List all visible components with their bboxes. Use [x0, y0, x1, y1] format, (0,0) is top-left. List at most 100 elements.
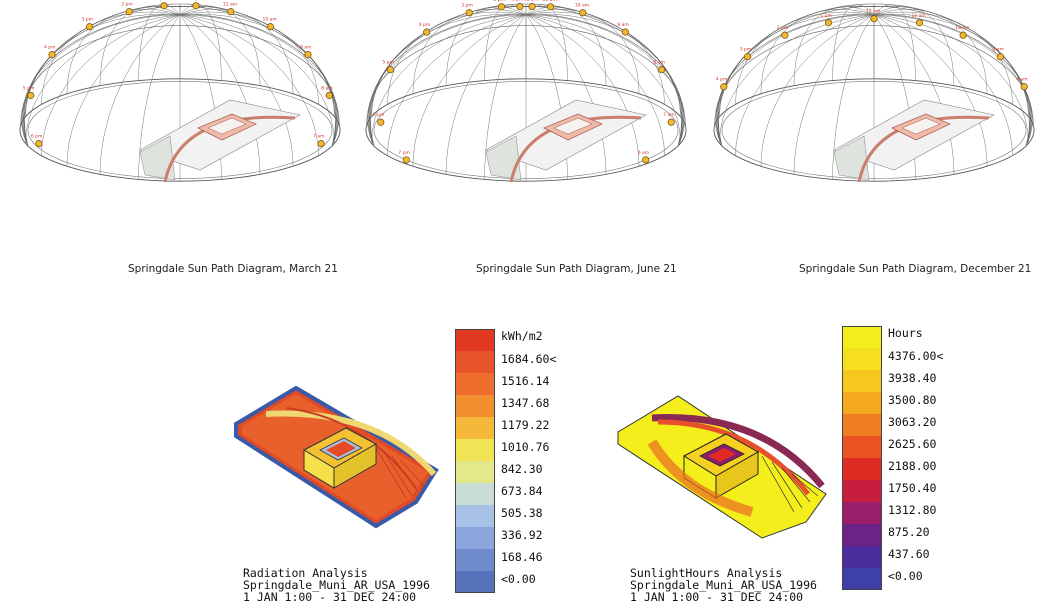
- sun-position-marker: [402, 156, 410, 164]
- radiation-legend: kWh/m2 1684.60< 1516.14 1347.68 1179.22 1010.…: [455, 329, 585, 593]
- radiation-legend-label: 1179.22: [501, 418, 550, 432]
- sunlight-hours-legend-label: 1750.40: [888, 481, 937, 495]
- sunpath-caption-march: Springdale Sun Path Diagram, March 21: [128, 263, 338, 275]
- sunlight-hours-legend-label: 4376.00<: [888, 349, 944, 363]
- day-arc: [370, 5, 682, 146]
- radiation-legend-label: 505.38: [501, 506, 543, 520]
- hour-label: 5 pm: [382, 60, 394, 66]
- day-arc: [24, 5, 336, 146]
- sunlight-hours-title-line-2: Springdale_Muni_AR_USA_1996: [630, 578, 817, 592]
- sun-position-marker: [192, 2, 200, 10]
- sun-position-marker: [516, 3, 524, 11]
- sunlight-hours-legend-label: 2625.60: [888, 437, 937, 451]
- sun-position-marker: [959, 31, 967, 39]
- hour-label: 1 pm: [156, 0, 168, 2]
- sun-position-marker: [497, 3, 506, 11]
- sunpath-panel-march: 7 am 8 am 9 am 10 am 11 am 12 pm 1 pm 2 pm 3 pm 4…: [0, 0, 360, 285]
- sunlight-hours-legend-label: 437.60: [888, 547, 930, 561]
- sunlight-hours-legend-label: 3500.80: [888, 393, 937, 407]
- sunlight-hours-model: [617, 395, 827, 539]
- sunpath-diagram-march: 7 am 8 am 9 am 10 am 11 am 12 pm 1 pm 2 pm 3 pm 4…: [19, 0, 341, 183]
- hour-label: 12 pm: [188, 0, 202, 2]
- hour-label: 7 am: [663, 112, 674, 118]
- hour-label: 11 am: [543, 0, 557, 3]
- sun-position-marker: [325, 91, 333, 99]
- stair-block: [833, 135, 870, 181]
- sun-position-marker: [27, 91, 35, 99]
- hour-label: 6 pm: [31, 134, 43, 140]
- building-courtyard: [901, 117, 941, 135]
- sunpath-caption-june: Springdale Sun Path Diagram, June 21: [476, 263, 677, 275]
- dome-meridian: [138, 4, 222, 180]
- sun-position-marker: [423, 28, 431, 36]
- sun-position-marker: [579, 9, 587, 17]
- sunpath-panel-december: 8 am 9 am 10 am 11 am 12 pm 1 pm 2 pm 3 pm 4 pm …: [694, 0, 1054, 285]
- sunlight-hours-title-line-3: 1 JAN 1:00 - 31 DEC 24:00: [630, 590, 804, 604]
- day-arc: [367, 13, 685, 146]
- stair-block: [485, 135, 522, 181]
- sun-position-marker: [304, 50, 312, 59]
- sun-position-marker: [227, 8, 235, 16]
- sun-position-marker: [465, 9, 473, 17]
- stair-block: [139, 135, 176, 181]
- sun-positions: 8 am 9 am 10 am 11 am 12 pm 1 pm 2 pm 3 pm 4 pm: [716, 9, 1028, 91]
- sunlight-hours-legend-label: 3063.20: [888, 415, 937, 429]
- sunlight-hours-legend-label: 3938.40: [888, 371, 937, 385]
- sunlight-hours-legend-label: 1312.80: [888, 503, 937, 517]
- hour-label: 10 am: [263, 17, 277, 23]
- sun-position-marker: [824, 19, 833, 27]
- radiation-legend-label: <0.00: [501, 572, 536, 586]
- hour-label: 4 pm: [419, 22, 431, 28]
- hour-label: 12 pm: [524, 0, 538, 3]
- sun-position-marker: [48, 50, 56, 59]
- radiation-legend-label: 673.84: [501, 484, 543, 498]
- day-arc: [21, 13, 339, 146]
- hour-label: 7 am: [313, 134, 324, 140]
- sunpath-panel-june: 6 am 7 am 8 am 9 am 10 am 11 am 12 pm 1 pm 2 pm 3…: [346, 0, 706, 285]
- hour-label: 8 am: [1016, 77, 1027, 83]
- sun-positions: 6 am 7 am 8 am 9 am 10 am 11 am 12 pm1 pm 2 pm 3…: [373, 0, 675, 164]
- hour-label: 3 pm: [82, 17, 94, 23]
- hour-label: 11 am: [912, 13, 926, 19]
- sun-position-marker: [996, 53, 1004, 61]
- sun-position-marker: [781, 31, 789, 39]
- radiation-legend-unit: kWh/m2: [501, 329, 543, 343]
- sun-position-marker: [658, 66, 666, 74]
- sunpath-geometry: 6 am 7 am 8 am 9 am 10 am 11 am 12 pm1 pm 2 pm 3…: [365, 0, 687, 183]
- sun-position-marker: [546, 3, 555, 11]
- sun-position-marker: [528, 3, 536, 11]
- sun-position-marker: [160, 2, 168, 10]
- sunlight-hours-legend-label: <0.00: [888, 569, 923, 583]
- hour-label: 1 pm: [512, 0, 524, 3]
- sunpath-diagram-december: 8 am 9 am 10 am 11 am 12 pm 1 pm 2 pm 3 pm 4 pm: [713, 3, 1035, 183]
- radiation-title-line-1: Radiation Analysis: [243, 566, 368, 580]
- dome-meridian: [484, 4, 568, 180]
- sun-position-marker: [377, 118, 385, 126]
- sun-position-marker: [744, 53, 752, 61]
- sunlight-hours-legend-label: 875.20: [888, 525, 930, 539]
- hour-label: 1 pm: [821, 13, 833, 19]
- sunpath-diagram-june: 6 am 7 am 8 am 9 am 10 am 11 am 12 pm1 pm 2 pm 3…: [365, 0, 687, 183]
- sun-position-marker: [85, 23, 94, 31]
- sunlight-hours-legend-label: 2188.00: [888, 459, 937, 473]
- radiation-legend-label: 168.46: [501, 550, 543, 564]
- radiation-model: [234, 385, 439, 529]
- day-arc: [21, 25, 339, 146]
- sun-position-marker: [720, 83, 728, 91]
- sunlight-hours-legend: Hours 4376.00< 3938.40 3500.80 3063.20 2625.6…: [842, 326, 972, 590]
- sunpath-geometry: 8 am 9 am 10 am 11 am 12 pm 1 pm 2 pm 3 pm 4 pm: [713, 3, 1035, 183]
- radiation-title-line-3: 1 JAN 1:00 - 31 DEC 24:00: [243, 590, 417, 604]
- sun-position-marker: [386, 66, 394, 74]
- sun-position-marker: [125, 8, 133, 16]
- hour-label: 9 am: [300, 45, 311, 51]
- hour-label: 11 am: [223, 2, 237, 8]
- building-model: [139, 99, 301, 183]
- hour-label: 4 pm: [716, 77, 728, 83]
- radiation-title: Radiation Analysis Springdale_Muni_AR_US…: [243, 567, 430, 603]
- sunpath-geometry: 7 am 8 am 9 am 10 am 11 am 12 pm 1 pm 2 pm 3 pm 4…: [19, 0, 341, 183]
- sunlight-hours-title: SunlightHours Analysis Springdale_Muni_A…: [630, 567, 817, 603]
- sun-position-marker: [317, 140, 325, 148]
- building-model: [833, 99, 995, 183]
- sun-position-marker: [1020, 83, 1028, 91]
- hour-label: 3 pm: [461, 3, 473, 9]
